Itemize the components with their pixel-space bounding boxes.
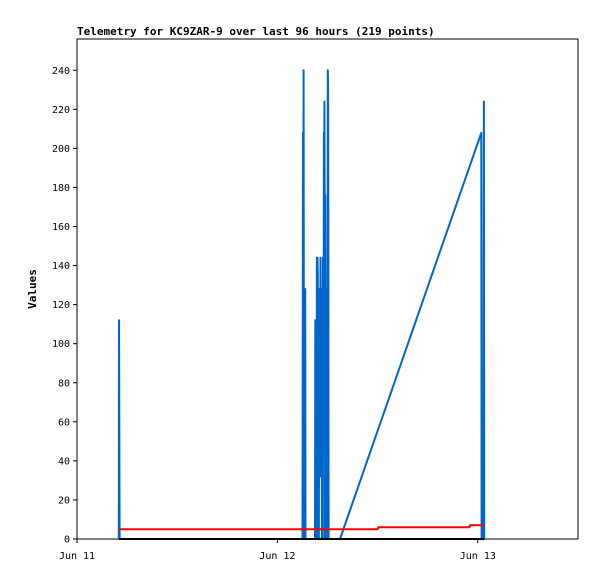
series-line-1 bbox=[117, 69, 486, 540]
y-tick-label: 20 bbox=[58, 495, 70, 506]
y-tick-label: 40 bbox=[58, 456, 70, 467]
y-axis-label: Values bbox=[26, 269, 39, 309]
y-axis-ticks: 0 20 40 60 80 100 120 140 160 180 200 220 240 bbox=[52, 66, 77, 546]
x-axis-ticks: Jun 11 Jun 12 Jun 13 bbox=[59, 539, 496, 562]
x-tick-label: Jun 12 bbox=[259, 551, 295, 562]
y-tick-label: 100 bbox=[52, 339, 70, 350]
y-tick-label: 60 bbox=[58, 417, 70, 428]
y-tick-label: 80 bbox=[58, 378, 70, 389]
series-lines bbox=[117, 69, 486, 540]
y-tick-label: 120 bbox=[52, 300, 70, 311]
series-line-2 bbox=[118, 524, 485, 531]
x-tick-label: Jun 11 bbox=[59, 551, 95, 562]
y-tick-label: 140 bbox=[52, 261, 70, 272]
y-tick-label: 200 bbox=[52, 144, 70, 155]
x-tick-label: Jun 13 bbox=[460, 551, 496, 562]
y-tick-label: 160 bbox=[52, 222, 70, 233]
y-tick-label: 240 bbox=[52, 66, 70, 77]
y-tick-label: 180 bbox=[52, 183, 70, 194]
chart-title: Telemetry for KC9ZAR-9 over last 96 hour… bbox=[77, 25, 435, 38]
y-tick-label: 220 bbox=[52, 105, 70, 116]
y-tick-label: 0 bbox=[64, 535, 70, 546]
